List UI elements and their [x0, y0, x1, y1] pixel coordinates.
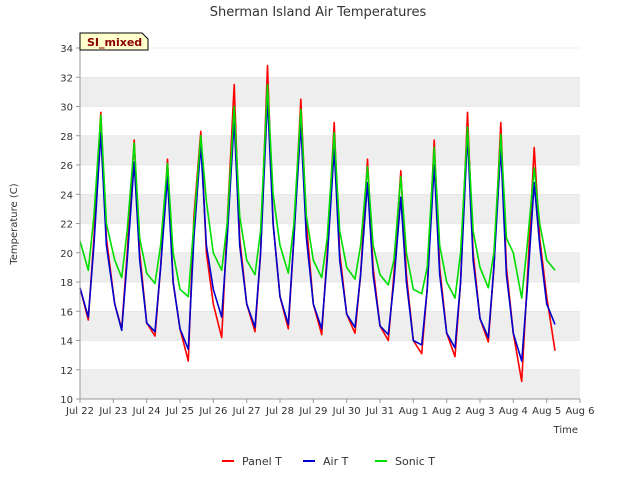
x-tick-label: Jul 29 [298, 406, 327, 417]
x-tick-label: Jul 25 [165, 406, 194, 417]
legend-label: Panel T [242, 455, 282, 468]
y-tick-labels: 10 12 14 16 18 20 22 24 26 28 30 32 34 [60, 44, 80, 406]
chart-title: Sherman Island Air Temperatures [210, 5, 427, 20]
x-tick-label: Jul 24 [132, 406, 161, 417]
y-tick-label: 16 [60, 307, 73, 318]
legend-label: Air T [323, 455, 349, 468]
x-tick-label: Aug 3 [465, 406, 494, 417]
y-tick-label: 14 [60, 337, 73, 348]
x-tick-label: Aug 5 [532, 406, 561, 417]
x-tick-label: Aug 6 [565, 406, 594, 417]
legend-label: Sonic T [395, 455, 435, 468]
legend-item: Panel T [222, 455, 282, 468]
y-tick-label: 24 [60, 190, 73, 201]
y-tick-label: 18 [60, 278, 73, 289]
band [80, 77, 580, 107]
y-tick-label: 28 [60, 132, 73, 143]
y-tick-label: 34 [60, 44, 73, 55]
x-tick-label: Jul 30 [332, 406, 361, 417]
badge-shape [79, 32, 149, 51]
x-axis-label: Time [553, 425, 578, 436]
y-tick-label: 20 [60, 249, 73, 260]
y-tick-label: 32 [60, 73, 73, 84]
band [80, 311, 580, 341]
x-tick-label: Jul 27 [232, 406, 261, 417]
x-tick-labels: Jul 22 Jul 23 Jul 24 Jul 25 Jul 26 Jul 27 Jul … [65, 399, 595, 417]
x-tick-label: Aug 4 [499, 406, 528, 417]
legend-item: Sonic T [375, 455, 435, 468]
x-tick-label: Jul 26 [198, 406, 227, 417]
band [80, 369, 580, 399]
x-tick-label: Aug 2 [432, 406, 461, 417]
y-tick-label: 22 [60, 220, 73, 231]
series-line-air-t [79, 96, 556, 362]
y-tick-label: 10 [60, 395, 73, 406]
x-tick-label: Jul 22 [65, 406, 94, 417]
y-tick-label: 26 [60, 161, 73, 172]
y-tick-label: 30 [60, 103, 73, 114]
band [80, 135, 580, 165]
y-tick-label: 12 [60, 366, 73, 377]
badge-label: SI_mixed [87, 36, 142, 49]
x-tick-label: Jul 28 [265, 406, 294, 417]
x-tick-label: Jul 31 [365, 406, 394, 417]
y-axis-label: Temperature (C) [9, 183, 20, 265]
legend: Panel T Air T Sonic T [222, 455, 435, 468]
series-line-sonic-t [79, 83, 556, 299]
band [80, 252, 580, 282]
x-tick-label: Aug 1 [399, 406, 428, 417]
site-badge: SI_mixed [79, 32, 149, 51]
series-lines [79, 64, 556, 383]
x-tick-label: Jul 23 [98, 406, 127, 417]
legend-item: Air T [303, 455, 349, 468]
